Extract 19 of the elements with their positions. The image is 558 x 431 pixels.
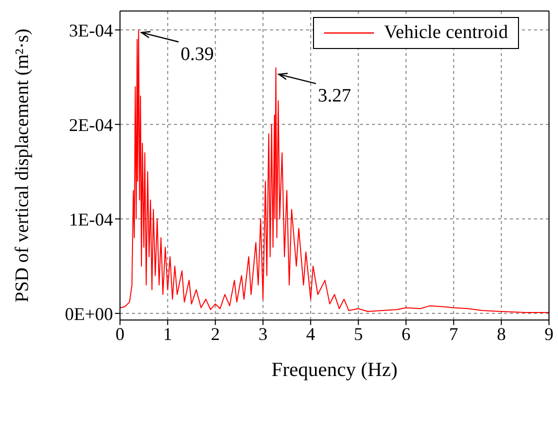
x-tick-label: 6	[402, 324, 410, 344]
x-tick-label: 1	[163, 324, 172, 344]
x-tick-label: 0	[116, 324, 124, 344]
x-tick-label: 8	[496, 324, 506, 344]
x-tick-label: 2	[210, 324, 220, 344]
x-tick-label: 4	[306, 324, 316, 344]
legend-label: Vehicle centroid	[384, 22, 508, 44]
y-tick-label: 2E-04	[69, 114, 113, 135]
annotation: 3.27	[318, 86, 352, 107]
y-tick-label: 3E-04	[69, 20, 113, 40]
x-tick-label: 3	[258, 324, 268, 344]
x-tick-label: 7	[449, 324, 458, 344]
x-tick-label: 5	[354, 324, 363, 344]
x-axis-title: Frequency (Hz)	[271, 359, 398, 381]
y-axis-title: PSD of vertical displacement (m²·s)	[12, 28, 33, 302]
y-tick-label: 1E-04	[69, 209, 113, 230]
y-tick-label: 0E+00	[64, 304, 113, 324]
annotation: 0.39	[180, 44, 214, 65]
x-tick-label: 9	[544, 324, 554, 344]
